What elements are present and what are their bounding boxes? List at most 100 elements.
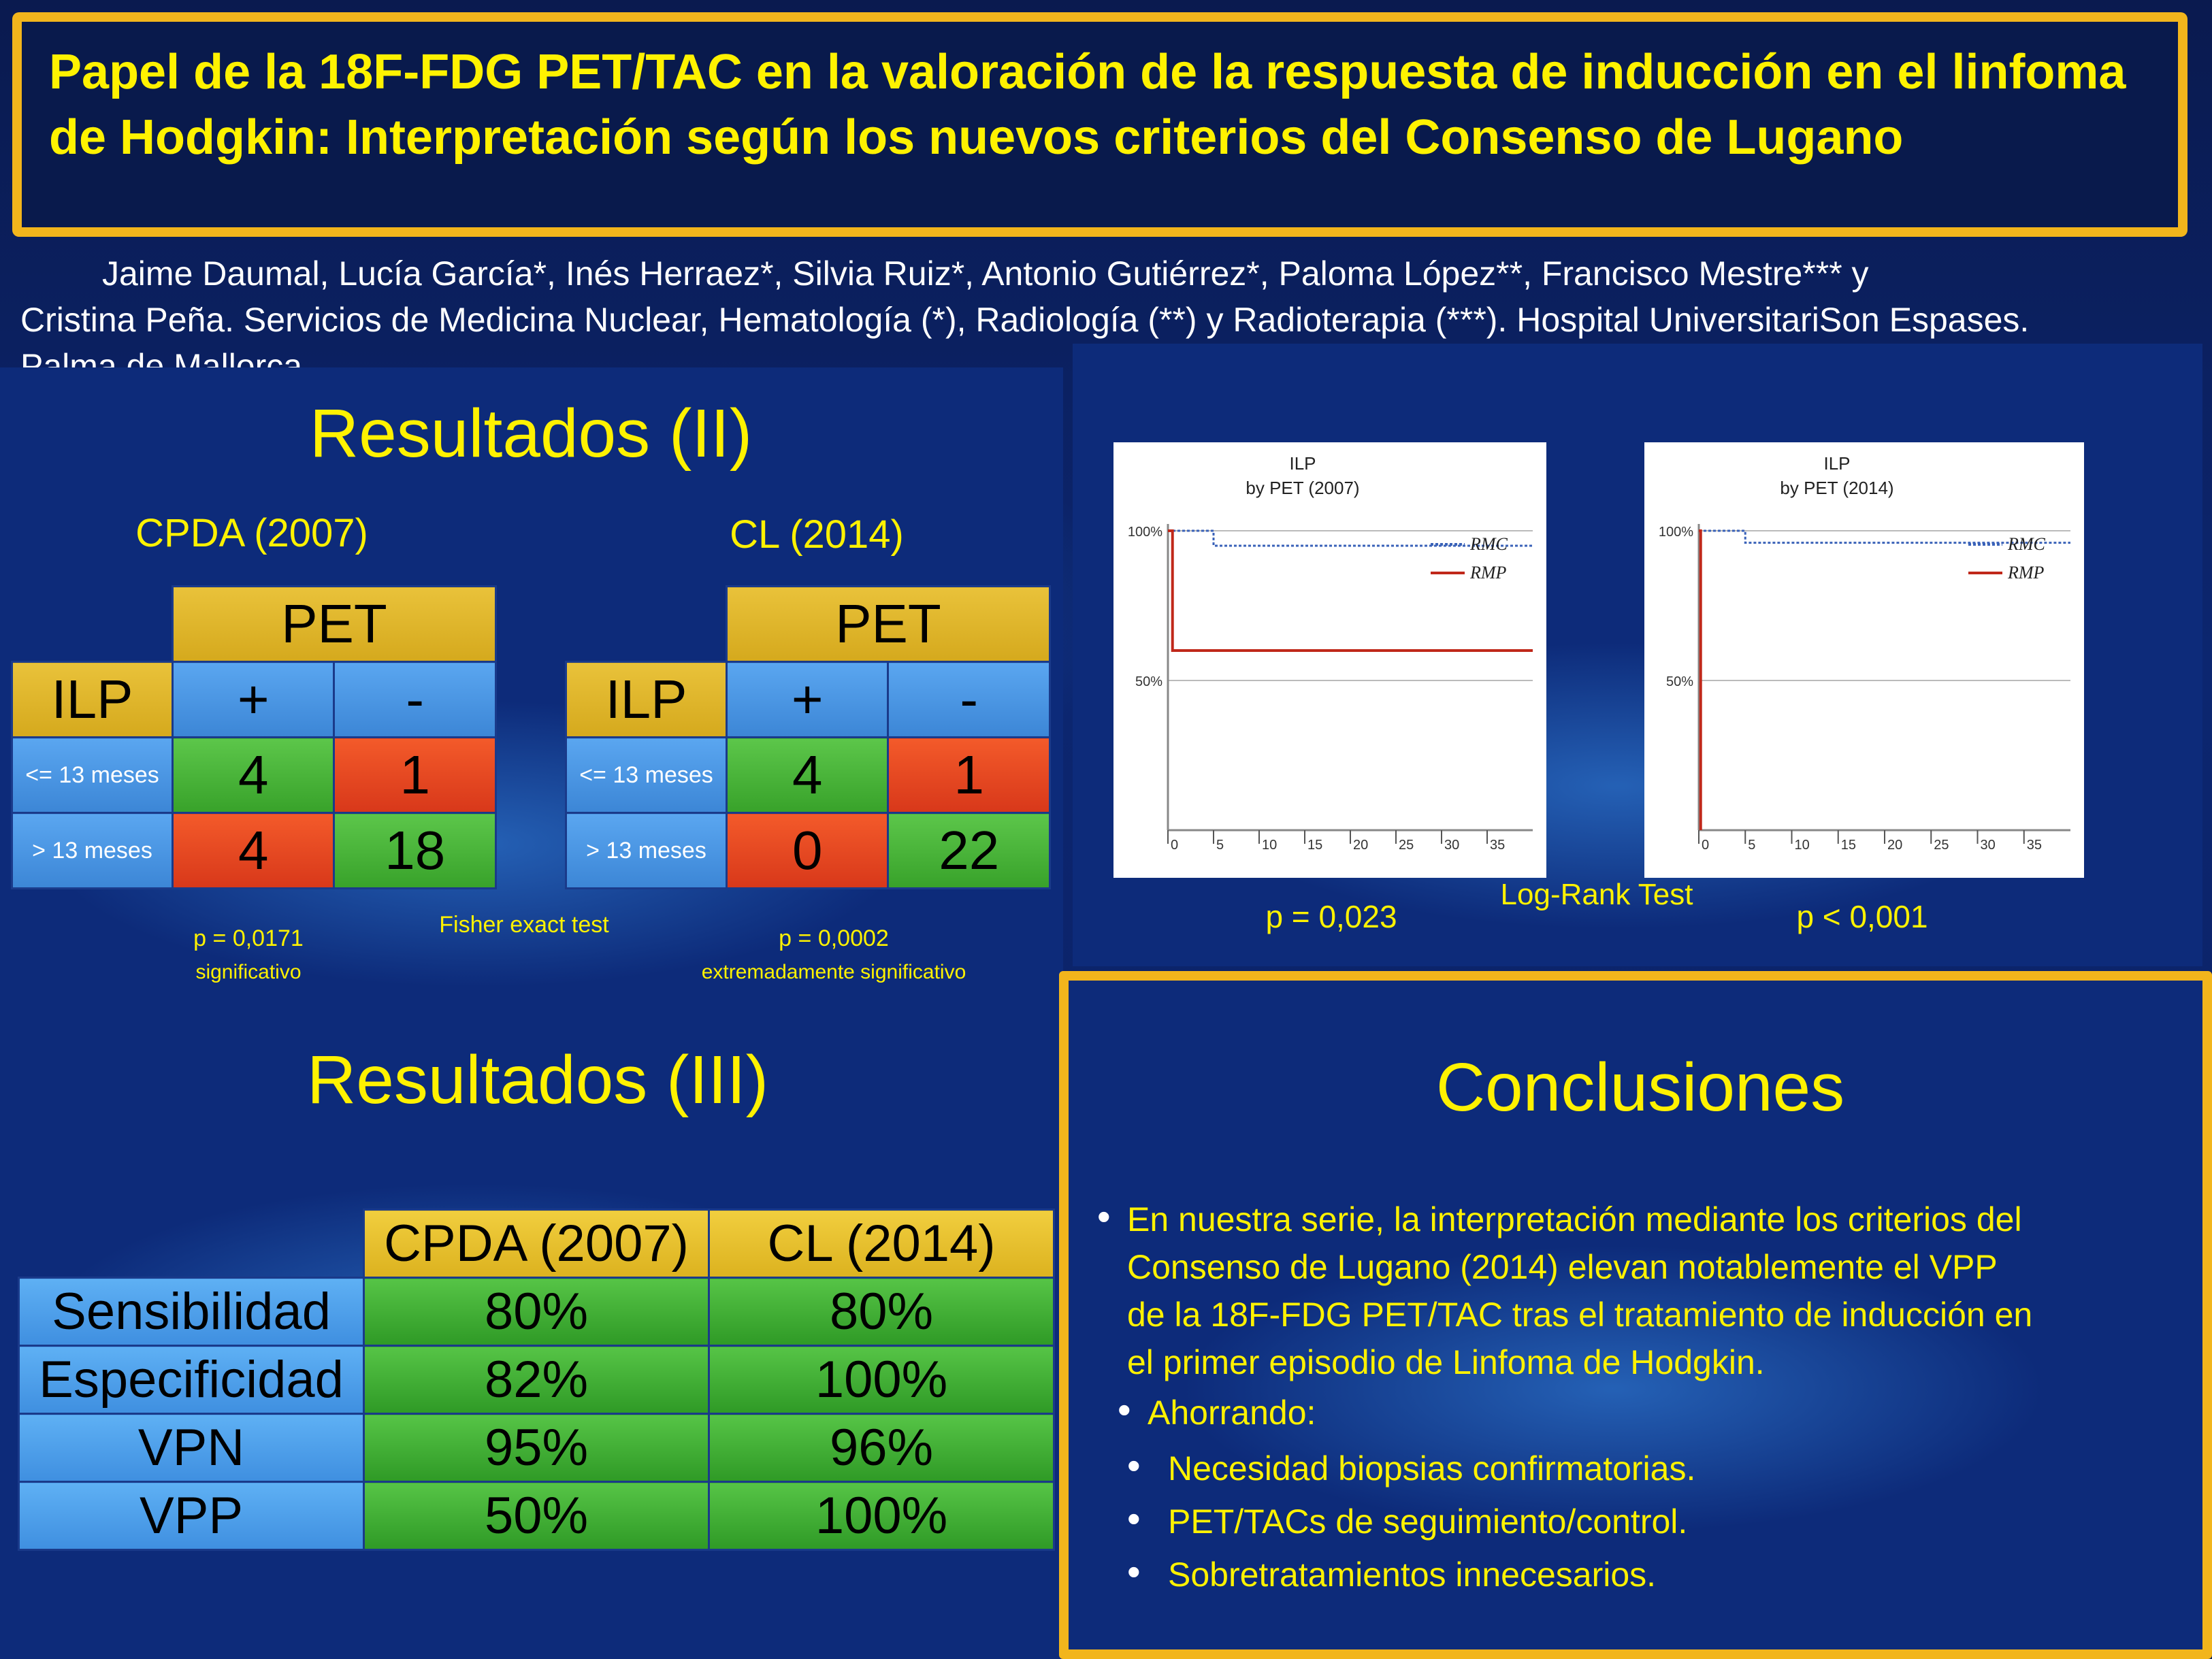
x-tick-label: 25	[1934, 838, 1949, 853]
y-tick-label: 50%	[1666, 674, 1693, 689]
significance-b: extremadamente significativo	[701, 961, 966, 983]
row-header: ILP	[11, 661, 174, 738]
authors-line-1: Jaime Daumal, Lucía García*, Inés Herrae…	[102, 254, 1869, 293]
x-tick-label: 10	[1262, 838, 1277, 853]
cell: 80%	[708, 1277, 1055, 1347]
p-value-km-right: p < 0,001	[1796, 899, 1928, 934]
pos-header: +	[171, 661, 336, 738]
results-iii-heading: Resultados (III)	[306, 1042, 769, 1118]
row-header: ILP	[565, 661, 728, 738]
results-ii-panel: Resultados (II) CPDA (2007) CL (2014) PE…	[0, 367, 1063, 990]
y-tick-label: 100%	[1128, 525, 1162, 540]
x-tick-label: 25	[1399, 838, 1414, 853]
chart-subtitle: by PET (2014)	[1780, 478, 1893, 498]
title-box: Papel de la 18F-FDG PET/TAC en la valora…	[12, 12, 2187, 237]
pos-header: +	[725, 661, 890, 738]
conclusions-panel: Conclusiones • En nuestra serie, la inte…	[1059, 971, 2212, 1659]
col-header: PET	[725, 585, 1052, 663]
metrics-table: CPDA (2007) CL (2014) Sensibilidad 80% 8…	[17, 1209, 1055, 1551]
cell: 1	[333, 736, 497, 814]
conclusion-items: • Necesidad biopsias confirmatorias. • P…	[1127, 1442, 2148, 1601]
cell: 4	[725, 736, 890, 814]
x-tick-label: 30	[1444, 838, 1459, 853]
bullet-icon: •	[1127, 1497, 1141, 1540]
col-header: CPDA (2007)	[363, 1209, 711, 1279]
cell: 22	[887, 812, 1051, 889]
x-tick-label: 20	[1887, 838, 1902, 853]
log-rank-label: Log-Rank Test	[1500, 878, 1693, 911]
series-line-rmp	[1168, 529, 1533, 652]
poster-title: Papel de la 18F-FDG PET/TAC en la valora…	[49, 45, 2126, 165]
bullet-icon: •	[1097, 1195, 1111, 1238]
authors-line-2: Cristina Peña. Servicios de Medicina Nuc…	[20, 301, 2030, 339]
bullet-icon: •	[1127, 1550, 1141, 1593]
col-header: CL (2014)	[708, 1209, 1055, 1279]
bullet-icon: •	[1127, 1444, 1141, 1487]
row-label: Sensibilidad	[17, 1277, 365, 1347]
y-tick-label: 100%	[1659, 525, 1693, 540]
x-tick-label: 35	[2027, 838, 2042, 853]
list-item-label: PET/TACs de seguimiento/control.	[1168, 1502, 1688, 1541]
cell: 4	[171, 736, 336, 814]
chart-subtitle: by PET (2007)	[1246, 478, 1359, 498]
p-value-a: p = 0,0171	[193, 925, 304, 951]
contingency-table-cpda: PET ILP + - <= 13 meses 4 1 > 13 meses 4…	[11, 585, 498, 889]
cell: 4	[171, 812, 336, 889]
conclusion-sub-label: Ahorrando:	[1148, 1394, 1316, 1432]
row-label: <= 13 meses	[565, 736, 728, 814]
cell: 80%	[363, 1277, 711, 1347]
legend-label: RMC	[1469, 534, 1508, 554]
x-tick-label: 35	[1490, 838, 1505, 853]
row-label: > 13 meses	[11, 812, 174, 889]
table-a-title: CPDA (2007)	[135, 511, 368, 555]
neg-header: -	[887, 661, 1051, 738]
cell: 100%	[708, 1481, 1055, 1551]
chart-title: ILP	[1289, 453, 1316, 474]
table-b-title: CL (2014)	[730, 512, 904, 557]
contingency-table-cl: PET ILP + - <= 13 meses 4 1 > 13 meses 0…	[565, 585, 1052, 889]
series-line-rmp	[1699, 529, 1702, 830]
cell: 82%	[363, 1345, 711, 1415]
series-line-rmc	[1168, 529, 1533, 547]
results-ii-heading: Resultados (II)	[309, 395, 753, 472]
col-header: PET	[171, 585, 498, 663]
x-tick-label: 5	[1216, 838, 1224, 853]
results-iii-panel: Resultados (III) CPDA (2007) CL (2014) S…	[0, 987, 1063, 1659]
x-tick-label: 30	[1981, 838, 1996, 853]
cell: 18	[333, 812, 497, 889]
legend-label: RMP	[1469, 563, 1507, 582]
x-tick-label: 20	[1353, 838, 1368, 853]
x-tick-label: 15	[1307, 838, 1322, 853]
list-item: • Sobretratamientos innecesarios.	[1127, 1548, 2148, 1601]
x-tick-label: 15	[1841, 838, 1856, 853]
conclusion-line: el primer episodio de Linfoma de Hodgkin…	[1127, 1343, 1765, 1381]
list-item: • Necesidad biopsias confirmatorias.	[1127, 1442, 2148, 1495]
conclusion-line: de la 18F-FDG PET/TAC tras el tratamient…	[1127, 1296, 2033, 1334]
cell: 96%	[708, 1413, 1055, 1483]
row-label: VPP	[17, 1481, 365, 1551]
x-tick-label: 0	[1171, 838, 1178, 853]
cell: 0	[725, 812, 890, 889]
cell: 95%	[363, 1413, 711, 1483]
conclusion-sub: • Ahorrando:	[1118, 1388, 2138, 1436]
chart-title: ILP	[1823, 453, 1850, 474]
cell: 1	[887, 736, 1051, 814]
conclusions-heading: Conclusiones	[1435, 1049, 1845, 1126]
row-label: <= 13 meses	[11, 736, 174, 814]
p-value-km-left: p = 0,023	[1265, 899, 1397, 934]
x-tick-label: 10	[1795, 838, 1810, 853]
conclusion-line: En nuestra serie, la interpretación medi…	[1127, 1200, 2022, 1238]
x-tick-label: 0	[1702, 838, 1709, 853]
bullet-icon: •	[1118, 1388, 1131, 1431]
list-item-label: Necesidad biopsias confirmatorias.	[1168, 1449, 1696, 1488]
legend-label: RMP	[2007, 563, 2045, 582]
cell: 50%	[363, 1481, 711, 1551]
row-label: > 13 meses	[565, 812, 728, 889]
conclusion-line: Consenso de Lugano (2014) elevan notable…	[1127, 1248, 1998, 1286]
authors: Jaime Daumal, Lucía García*, Inés Herrae…	[20, 250, 2198, 389]
cell: 100%	[708, 1345, 1055, 1415]
km-panel: ILP by PET (2007) 100% 50% 0 5 10 15 20 25 30 35 RMC…	[1073, 344, 2202, 966]
row-label: VPN	[17, 1413, 365, 1483]
significance-a: significativo	[195, 961, 302, 983]
row-label: Especificidad	[17, 1345, 365, 1415]
